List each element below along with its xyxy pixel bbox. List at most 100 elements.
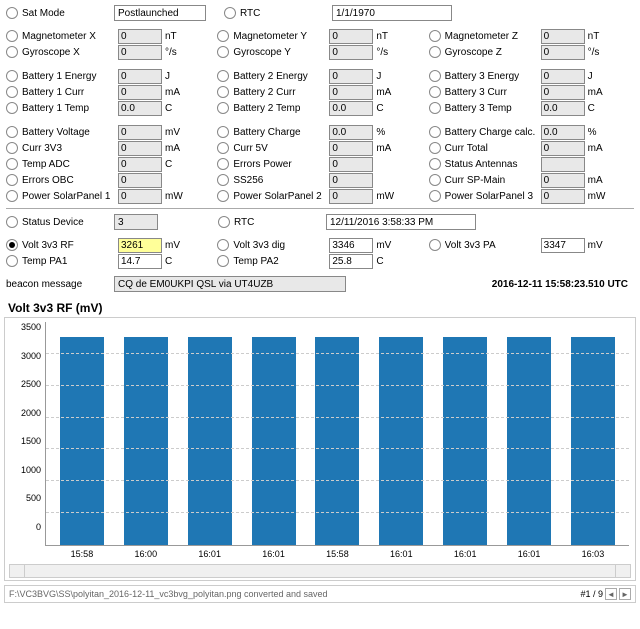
field-input[interactable] [541, 141, 585, 156]
field-unit: C [376, 103, 396, 114]
field-label: Power SolarPanel 2 [233, 191, 329, 202]
field-input[interactable] [329, 69, 373, 84]
field-radio[interactable] [429, 239, 441, 251]
satmode-radio[interactable] [6, 7, 18, 19]
prev-button[interactable]: ◄ [605, 588, 617, 600]
field-label: Battery Voltage [22, 127, 118, 138]
field-input[interactable] [541, 125, 585, 140]
field-radio[interactable] [217, 126, 229, 138]
bar [252, 337, 296, 545]
field-label: Temp ADC [22, 159, 118, 170]
field-input[interactable] [118, 45, 162, 60]
field-radio[interactable] [6, 174, 18, 186]
status-device-radio[interactable] [6, 216, 18, 228]
field-radio[interactable] [429, 190, 441, 202]
field-radio[interactable] [429, 126, 441, 138]
field-radio[interactable] [217, 158, 229, 170]
field-input[interactable] [118, 29, 162, 44]
field-radio[interactable] [6, 142, 18, 154]
field-input[interactable] [329, 254, 373, 269]
field-input[interactable] [118, 101, 162, 116]
field-input[interactable] [329, 157, 373, 172]
field-radio[interactable] [429, 158, 441, 170]
rtc2-radio[interactable] [218, 216, 230, 228]
field-label: Volt 3v3 dig [233, 240, 329, 251]
field-unit: C [165, 103, 185, 114]
field-radio[interactable] [6, 158, 18, 170]
chart-title: Volt 3v3 RF (mV) [0, 297, 640, 317]
field-radio[interactable] [429, 174, 441, 186]
field-input[interactable] [118, 254, 162, 269]
field-radio[interactable] [217, 190, 229, 202]
field-radio[interactable] [429, 46, 441, 58]
field-radio[interactable] [217, 30, 229, 42]
bar [188, 337, 232, 545]
field-input[interactable] [118, 173, 162, 188]
field-label: Magnetometer Y [233, 31, 329, 42]
chart: 3500300025002000150010005000 15:5816:001… [4, 317, 636, 581]
field-radio[interactable] [6, 70, 18, 82]
field-input[interactable] [118, 157, 162, 172]
field-input[interactable] [541, 29, 585, 44]
field-input[interactable] [118, 189, 162, 204]
field-input[interactable] [541, 69, 585, 84]
field-unit: mV [376, 240, 396, 251]
field-radio[interactable] [6, 239, 18, 251]
field-input[interactable] [541, 157, 585, 172]
field-input[interactable] [541, 101, 585, 116]
field-radio[interactable] [217, 255, 229, 267]
field-input[interactable] [541, 238, 585, 253]
field-input[interactable] [541, 173, 585, 188]
field-input[interactable] [329, 238, 373, 253]
satmode-value[interactable]: Postlaunched [114, 5, 206, 21]
field-input[interactable] [329, 45, 373, 60]
field-input[interactable] [329, 189, 373, 204]
field-radio[interactable] [217, 86, 229, 98]
field-radio[interactable] [429, 70, 441, 82]
field-input[interactable] [118, 69, 162, 84]
field-input[interactable] [329, 85, 373, 100]
field-input[interactable] [329, 173, 373, 188]
field-input[interactable] [329, 101, 373, 116]
field-unit: mA [165, 143, 185, 154]
field-input[interactable] [118, 125, 162, 140]
field-input[interactable] [118, 141, 162, 156]
field-label: Errors Power [233, 159, 329, 170]
field-unit: mV [588, 240, 608, 251]
field-radio[interactable] [217, 239, 229, 251]
field-radio[interactable] [217, 174, 229, 186]
field-input[interactable] [541, 45, 585, 60]
next-button[interactable]: ► [619, 588, 631, 600]
field-input[interactable] [118, 85, 162, 100]
field-input[interactable] [329, 125, 373, 140]
field-input[interactable] [541, 85, 585, 100]
field-radio[interactable] [217, 70, 229, 82]
rtc1-value[interactable]: 1/1/1970 [332, 5, 452, 21]
field-input[interactable] [329, 29, 373, 44]
field-unit: mW [588, 191, 608, 202]
field-label: Errors OBC [22, 175, 118, 186]
field-radio[interactable] [429, 102, 441, 114]
field-radio[interactable] [217, 46, 229, 58]
beacon-value: CQ de EM0UKPI QSL via UT4UZB [114, 276, 346, 292]
field-radio[interactable] [6, 190, 18, 202]
field-radio[interactable] [6, 30, 18, 42]
field-input[interactable] [541, 189, 585, 204]
field-radio[interactable] [429, 86, 441, 98]
rtc2-value[interactable]: 12/11/2016 3:58:33 PM [326, 214, 476, 230]
field-radio[interactable] [6, 102, 18, 114]
field-radio[interactable] [6, 46, 18, 58]
field-radio[interactable] [6, 126, 18, 138]
field-radio[interactable] [429, 30, 441, 42]
field-input[interactable] [329, 141, 373, 156]
field-radio[interactable] [6, 255, 18, 267]
field-radio[interactable] [429, 142, 441, 154]
chart-scrollbar[interactable] [9, 564, 631, 578]
rtc1-radio[interactable] [224, 7, 236, 19]
field-radio[interactable] [217, 142, 229, 154]
field-input[interactable] [118, 238, 162, 253]
field-radio[interactable] [217, 102, 229, 114]
field-radio[interactable] [6, 86, 18, 98]
field-unit: mA [165, 87, 185, 98]
field-unit: °/s [588, 47, 608, 58]
